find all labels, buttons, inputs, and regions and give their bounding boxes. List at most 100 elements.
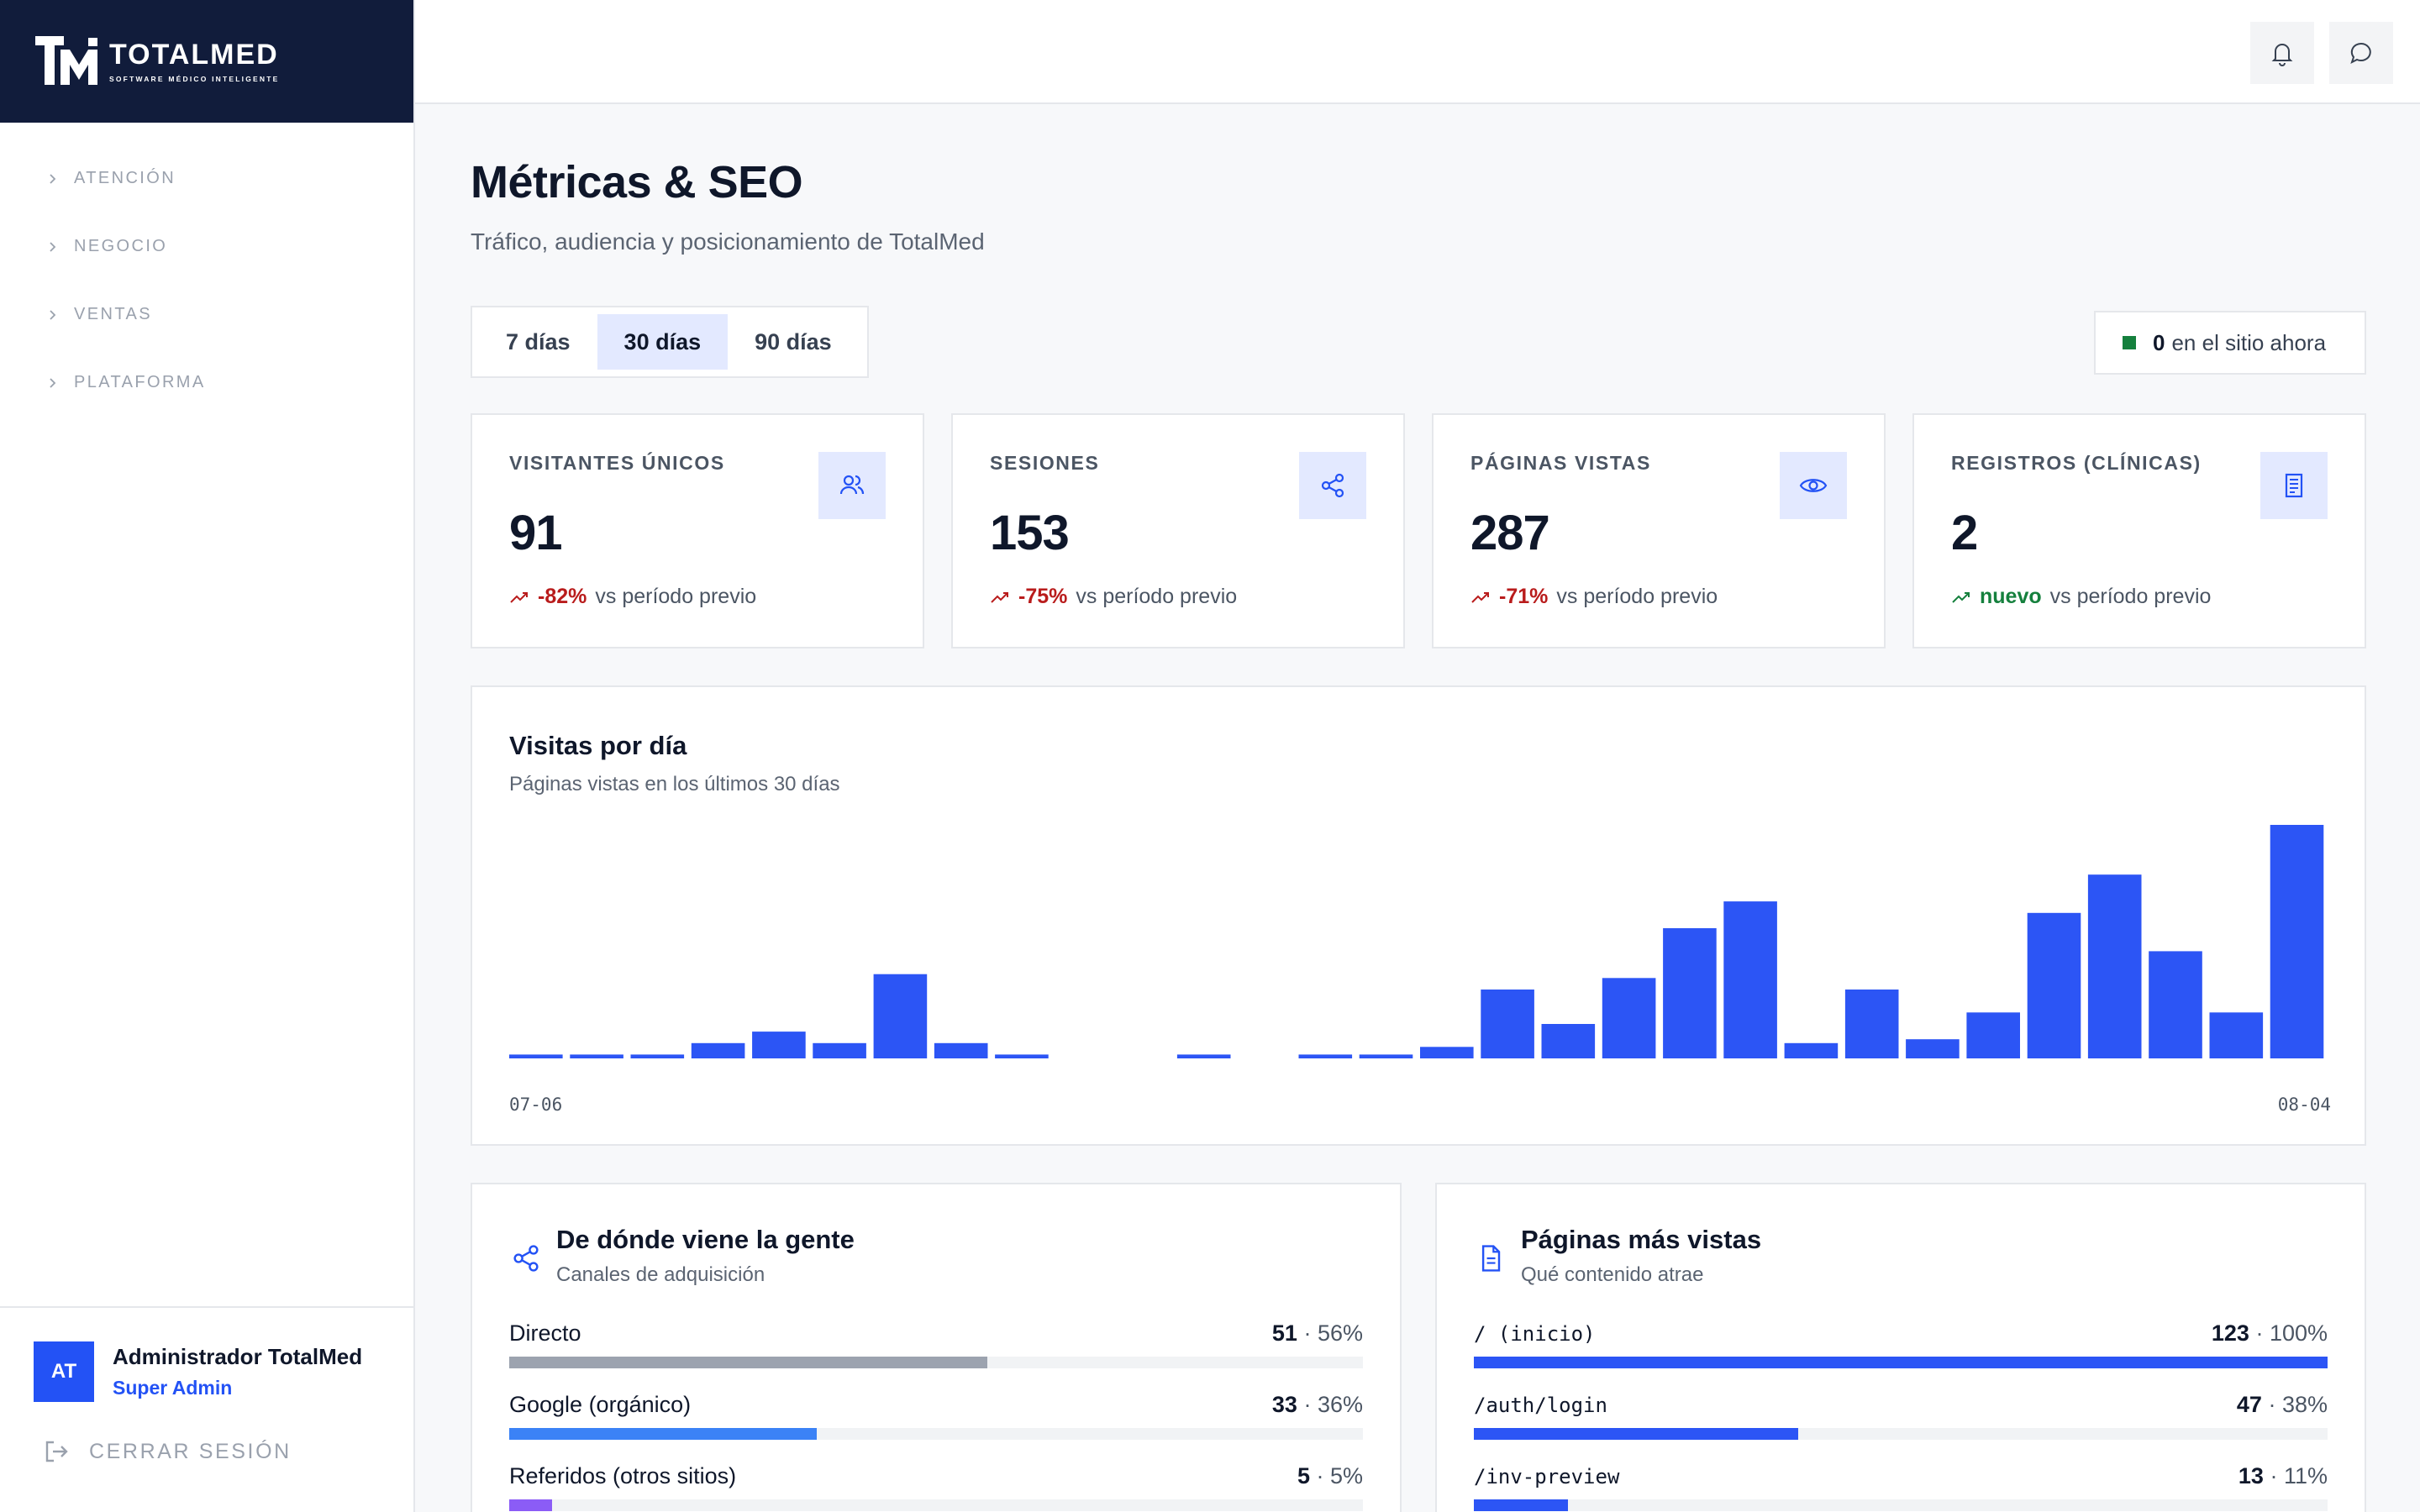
chart-subtitle: Páginas vistas en los últimos 30 días bbox=[509, 773, 840, 795]
list-item-count: 33 bbox=[1271, 1392, 1297, 1417]
sources-list: Directo 51 · 56% Google (orgánico) 33 · 36%… bbox=[509, 1320, 1363, 1512]
progress-fill bbox=[509, 1428, 817, 1440]
document-icon bbox=[2260, 452, 2328, 519]
live-label: en el sitio ahora bbox=[2171, 329, 2327, 355]
list-item[interactable]: Directo 51 · 56% bbox=[509, 1320, 1363, 1392]
chart-bar[interactable] bbox=[2149, 951, 2202, 1058]
list-item-percent: 36% bbox=[1317, 1392, 1363, 1417]
list-item-label: / (inicio) bbox=[1474, 1322, 1596, 1346]
chart-bar[interactable] bbox=[1663, 928, 1717, 1058]
trend-down-icon bbox=[1471, 591, 1489, 603]
sidebar-item-label: PLATAFORMA bbox=[74, 373, 206, 391]
stat-change-suffix: vs período previo bbox=[1556, 585, 1718, 608]
user-name: Administrador TotalMed bbox=[113, 1344, 363, 1369]
chart-bar[interactable] bbox=[2209, 1012, 2264, 1058]
chart-bar[interactable] bbox=[813, 1042, 866, 1058]
list-item[interactable]: / (inicio) 123 · 100% bbox=[1474, 1320, 2328, 1392]
chart-bar[interactable] bbox=[1966, 1012, 2020, 1058]
list-item[interactable]: Google (orgánico) 33 · 36% bbox=[509, 1392, 1363, 1463]
brand-header[interactable]: TOTALMED SOFTWARE MÉDICO INTELIGENTE bbox=[0, 0, 413, 123]
chart-bar[interactable] bbox=[691, 1042, 745, 1058]
user-profile[interactable]: AT Administrador TotalMed Super Admin bbox=[34, 1341, 380, 1402]
avatar: AT bbox=[34, 1341, 94, 1402]
progress-track bbox=[1474, 1357, 2328, 1368]
chart-bar[interactable] bbox=[630, 1054, 685, 1058]
chart-bar[interactable] bbox=[1844, 990, 1899, 1058]
progress-track bbox=[509, 1499, 1363, 1511]
list-item-value: 123 · 100% bbox=[2211, 1320, 2328, 1346]
chart-bar[interactable] bbox=[1602, 978, 1656, 1058]
share-icon bbox=[1299, 452, 1366, 519]
chart-bar[interactable] bbox=[873, 974, 928, 1058]
stat-value: 2 bbox=[1951, 506, 1978, 560]
chart-bar[interactable] bbox=[2027, 912, 2081, 1058]
progress-track bbox=[509, 1428, 1363, 1440]
page-title: Métricas & SEO bbox=[471, 157, 803, 207]
chart-bar[interactable] bbox=[1784, 1042, 1839, 1058]
sources-subtitle: Canales de adquisición bbox=[556, 1263, 765, 1286]
chart-bar[interactable] bbox=[1176, 1054, 1231, 1058]
chart-bar[interactable] bbox=[1541, 1024, 1596, 1058]
sidebar-item-plataforma[interactable]: PLATAFORMA bbox=[0, 349, 413, 417]
chart-bar[interactable] bbox=[1359, 1054, 1413, 1058]
list-item[interactable]: /inv-preview 13 · 11% bbox=[1474, 1463, 2328, 1512]
top-pages-list: / (inicio) 123 · 100% /auth/login 47 · 38% /… bbox=[1474, 1320, 2328, 1512]
range-90-days[interactable]: 90 días bbox=[755, 328, 832, 354]
stat-change: -71% bbox=[1499, 585, 1549, 608]
top-pages-subtitle: Qué contenido atrae bbox=[1521, 1263, 1704, 1286]
sidebar-nav: ATENCIÓN NEGOCIO VENTAS PLATAFORMA bbox=[0, 123, 413, 417]
trend-down-icon bbox=[510, 591, 528, 603]
progress-fill bbox=[509, 1499, 552, 1511]
totalmed-logo-icon bbox=[35, 36, 97, 87]
list-item-label: Google (orgánico) bbox=[509, 1392, 692, 1417]
stat-card-visitors: VISITANTES ÚNICOS 91 -82% vs período pre… bbox=[471, 413, 924, 648]
messages-button[interactable] bbox=[2329, 22, 2393, 84]
logout-button[interactable]: CERRAR SESIÓN bbox=[34, 1437, 380, 1466]
list-item[interactable]: Referidos (otros sitios) 5 · 5% bbox=[509, 1463, 1363, 1512]
stat-card-sessions: SESIONES 153 -75% vs período previo bbox=[951, 413, 1405, 648]
lower-panels: De dónde viene la gente Canales de adqui… bbox=[471, 1183, 2366, 1512]
chart-bar[interactable] bbox=[570, 1054, 623, 1058]
stat-change-suffix: vs período previo bbox=[2049, 585, 2212, 608]
list-item-value: 33 · 36% bbox=[1271, 1392, 1363, 1417]
chart-bar[interactable] bbox=[1420, 1047, 1474, 1058]
sidebar-item-negocio[interactable]: NEGOCIO bbox=[0, 213, 413, 281]
stat-label: SESIONES bbox=[990, 452, 1100, 474]
list-item-percent: 56% bbox=[1317, 1320, 1363, 1346]
list-item-label: Referidos (otros sitios) bbox=[509, 1463, 737, 1488]
list-item-value: 51 · 56% bbox=[1271, 1320, 1363, 1346]
stat-change-suffix: vs período previo bbox=[1076, 585, 1238, 608]
sidebar-item-atencion[interactable]: ATENCIÓN bbox=[0, 144, 413, 213]
chart-bar[interactable] bbox=[1906, 1039, 1960, 1058]
list-item-percent: 38% bbox=[2281, 1392, 2328, 1417]
chart-bar[interactable] bbox=[509, 1054, 563, 1058]
chart-bar[interactable] bbox=[995, 1054, 1049, 1058]
visits-bar-chart: 07-06 08-04 bbox=[509, 825, 2331, 1115]
stat-card-registrations: REGISTROS (CLÍNICAS) 2 nuevo vs período … bbox=[1912, 413, 2366, 648]
progress-track bbox=[509, 1357, 1363, 1368]
progress-track bbox=[1474, 1499, 2328, 1511]
stat-change: -75% bbox=[1018, 585, 1068, 608]
chart-bar[interactable] bbox=[1481, 990, 1534, 1058]
chevron-right-icon bbox=[50, 173, 56, 184]
progress-fill bbox=[509, 1357, 987, 1368]
trend-up-icon bbox=[1952, 591, 1970, 603]
sources-title: De dónde viene la gente bbox=[556, 1225, 855, 1254]
range-7-days[interactable]: 7 días bbox=[506, 328, 571, 354]
chart-bar[interactable] bbox=[934, 1042, 988, 1058]
sidebar-item-ventas[interactable]: VENTAS bbox=[0, 281, 413, 349]
chart-bar[interactable] bbox=[1298, 1054, 1353, 1058]
list-item[interactable]: /auth/login 47 · 38% bbox=[1474, 1392, 2328, 1463]
chart-bar[interactable] bbox=[752, 1032, 806, 1058]
live-count: 0 bbox=[2153, 329, 2165, 355]
list-item-percent: 11% bbox=[2283, 1463, 2328, 1488]
live-visitors-badge: 0 en el sitio ahora bbox=[2094, 311, 2366, 375]
chart-bar[interactable] bbox=[1723, 901, 1777, 1058]
range-30-days[interactable]: 30 días bbox=[597, 314, 729, 370]
chart-bar[interactable] bbox=[2270, 825, 2324, 1058]
chart-bar[interactable] bbox=[2087, 874, 2142, 1058]
notifications-button[interactable] bbox=[2250, 22, 2314, 84]
live-indicator-icon bbox=[2123, 336, 2136, 349]
stat-trend: -82% vs período previo bbox=[509, 585, 886, 609]
list-item-count: 51 bbox=[1271, 1320, 1297, 1346]
